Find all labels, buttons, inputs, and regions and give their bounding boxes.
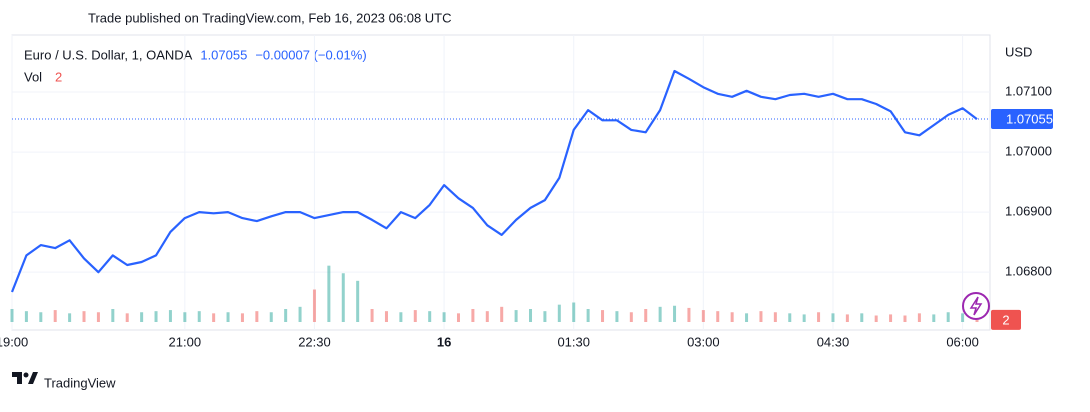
currency: USD [1005,44,1032,59]
x-tick-label: 01:30 [557,334,590,349]
brand: TradingView [44,375,116,390]
x-tick-label: 22:30 [298,334,331,349]
volume-bar [240,313,244,322]
volume-bar [428,311,432,322]
volume-bar [629,312,633,322]
volume-bar [269,312,273,322]
volume-bar [82,311,86,322]
x-tick-label: 06:00 [946,334,979,349]
price-line [10,69,978,293]
x-tick-label: 16 [437,334,451,349]
volume-bar [197,311,201,322]
volume-bar [889,314,893,322]
price-change: −0.00007 (−0.01%) [255,47,366,62]
volume-bar [68,313,72,322]
volume-bar [557,304,561,322]
x-tick-label: 03:00 [687,334,720,349]
volume-bar [154,311,158,322]
volume-bar [500,306,504,322]
volume-bar [456,313,460,322]
x-tick-label: 19:00 [0,334,28,349]
volume-bar [845,314,849,322]
volume-label: Vol [24,69,42,84]
volume-bar [212,313,216,322]
y-tick-label: 1.06800 [1005,264,1052,279]
volume-bar [514,310,518,322]
volume-bar [644,309,648,322]
volume-bar [442,312,446,322]
tv-logo [12,372,38,384]
volume-tag [991,309,1021,330]
volume-bar [572,302,576,322]
volume-bar [485,311,489,322]
last-price: 1.07055 [200,47,247,62]
volume-bar [961,313,965,322]
volume-bar [831,313,835,322]
y-tick-label: 1.07100 [1005,83,1052,98]
volume-bar [384,311,388,322]
volume-bar [716,311,720,322]
volume-bar [745,313,749,322]
volume-bar [399,312,403,322]
volume-bar [917,313,921,322]
volume-bar [817,312,821,322]
volume-bar [298,306,302,322]
volume-bar [673,305,677,322]
symbol: Euro / U.S. Dollar, 1, OANDA [24,47,193,62]
volume-bar [946,312,950,322]
volume-bar [802,314,806,322]
volume-bar [255,311,259,322]
volume-bar [615,311,619,322]
volume-bar [183,312,187,322]
last-price-tag [991,109,1053,130]
volume-bar [39,312,43,322]
y-tick-label: 1.06900 [1005,204,1052,219]
volume-bar [168,310,172,322]
volume-bar [312,289,316,322]
volume-bar [975,319,979,322]
volume-bar [874,315,878,322]
volume-bar [773,312,777,322]
volume-bar [471,309,475,322]
volume-bar [543,311,547,322]
y-tick-label: 1.07000 [1005,144,1052,159]
volume-bar [341,273,345,322]
volume-bar [125,313,129,322]
volume-bar [932,314,936,322]
volume-bar [140,312,144,322]
pane-frame [11,34,991,331]
flash-icon [962,292,990,320]
volume-bar [413,310,417,322]
grid [11,35,990,330]
volume-bar [701,310,705,322]
published-note: Trade published on TradingView.com, Feb … [88,10,452,25]
volume-bar [860,313,864,322]
volume-bar [658,306,662,322]
volume-bar [370,309,374,322]
volume-bar [586,309,590,322]
volume-bar [788,313,792,322]
volume-bar [759,311,763,322]
last-price-tag-text: 1.07055 [1006,111,1053,126]
x-tick-label: 04:30 [817,334,850,349]
volume-bar [327,265,331,322]
volume-bar [903,315,907,322]
volume-bar [730,312,734,322]
volume-tag-text: 2 [1002,312,1009,327]
volume-bar [53,310,57,322]
volume-value: 2 [55,69,62,84]
flash-bolt [969,296,983,316]
volume-bar [356,280,360,322]
volume-bar [687,307,691,322]
volume-bar [96,312,100,322]
volume-bar [529,309,533,322]
volume-bar [226,312,230,322]
volume-bar [10,309,14,322]
volume-bar [111,309,115,322]
volume-bar [24,311,28,322]
x-tick-label: 21:00 [169,334,202,349]
volume-bar [284,309,288,322]
volume-bar [601,310,605,322]
